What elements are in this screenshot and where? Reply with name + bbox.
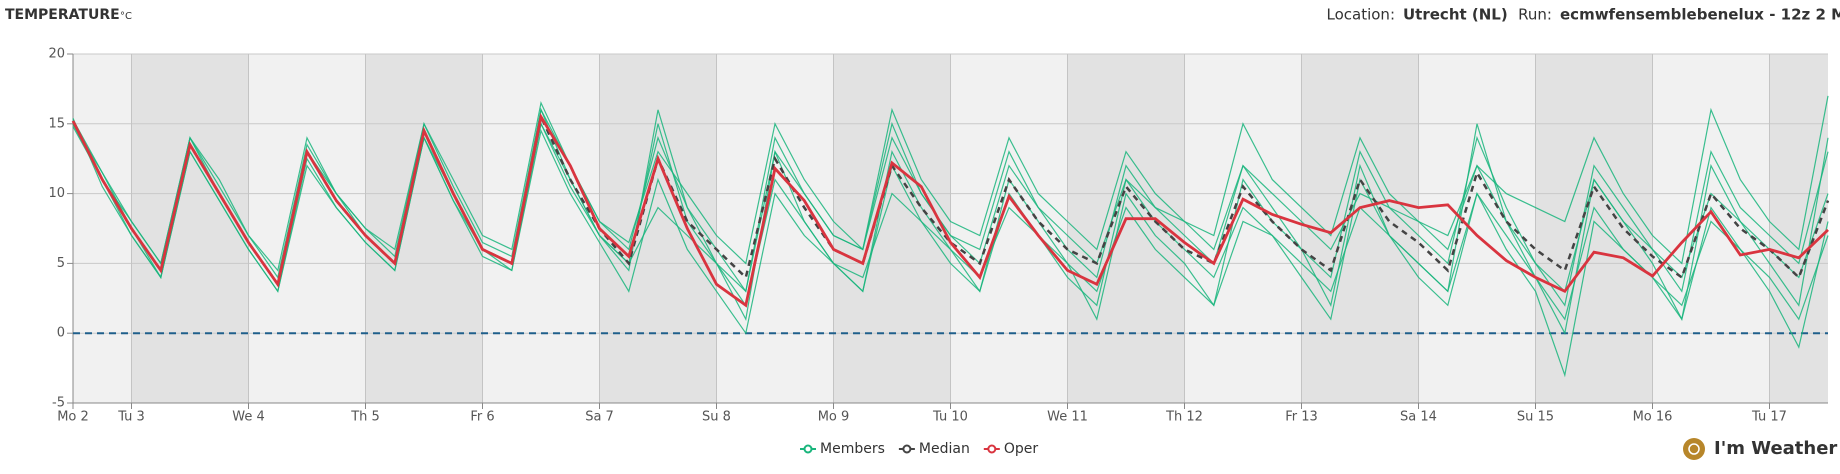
day-band (599, 54, 717, 403)
member-line (72, 126, 1829, 378)
x-tick-label: Mo 2 (57, 410, 89, 425)
x-tick-label: Sa 14 (1400, 410, 1437, 425)
x-tick-label: We 11 (1047, 410, 1088, 425)
x-tick-label: We 4 (232, 410, 265, 425)
legend: Members Median Oper (800, 441, 1038, 457)
legend-label: Oper (1004, 441, 1039, 457)
x-tick-label: Sa 7 (585, 410, 614, 425)
legend-label: Members (820, 441, 885, 457)
day-band (1535, 54, 1653, 403)
location-label: Location: (1327, 6, 1396, 24)
brand: I'm Weather (1714, 438, 1837, 459)
x-tick-label: Mo 16 (1633, 410, 1673, 425)
plot-area: -5 0 5 10 15 20 Mo 2 Tu 3 We 4 Th 5 Fr 6 Sa 7 Su 8 Mo… (48, 47, 1830, 425)
legend-label: Median (919, 441, 970, 457)
day-band (365, 54, 483, 403)
day-band (1067, 54, 1185, 403)
day-band (131, 54, 249, 403)
member-line (72, 95, 1829, 272)
x-tick-label: Su 15 (1517, 410, 1554, 425)
brand-logo (1683, 438, 1705, 460)
x-tick-label: Tu 3 (117, 410, 145, 425)
x-tick-label: Tu 10 (932, 410, 968, 425)
unit: °C (120, 11, 132, 22)
legend-marker (902, 444, 912, 454)
x-tick-label: Th 12 (1165, 410, 1203, 425)
y-tick-label: -5 (52, 396, 65, 411)
x-tick-label: Fr 6 (470, 410, 494, 425)
y-tick-label: 0 (57, 326, 65, 341)
y-tick-label: 20 (48, 47, 65, 62)
run-label: Run: (1518, 6, 1552, 24)
y-tick-label: 15 (48, 116, 65, 131)
location: Utrecht (NL) (1403, 6, 1508, 24)
x-tick-label: Th 5 (350, 410, 380, 425)
x-tick-label: Mo 9 (818, 410, 850, 425)
legend-marker (987, 444, 997, 454)
day-band (1769, 54, 1828, 403)
x-tick-label: Su 8 (702, 410, 731, 425)
y-tick-label: 10 (48, 186, 65, 201)
day-band (833, 54, 951, 403)
x-tick-label: Tu 17 (1751, 410, 1787, 425)
x-tick-label: Fr 13 (1285, 410, 1318, 425)
chart-title: TEMPERATURE (5, 7, 120, 23)
legend-marker (803, 444, 813, 454)
run: ecmwfensemblebenelux - 12z 2 Mar (1560, 6, 1840, 24)
y-tick-label: 5 (57, 256, 65, 271)
oper-line (71, 112, 1829, 308)
brand-logo-ring (1688, 443, 1700, 455)
